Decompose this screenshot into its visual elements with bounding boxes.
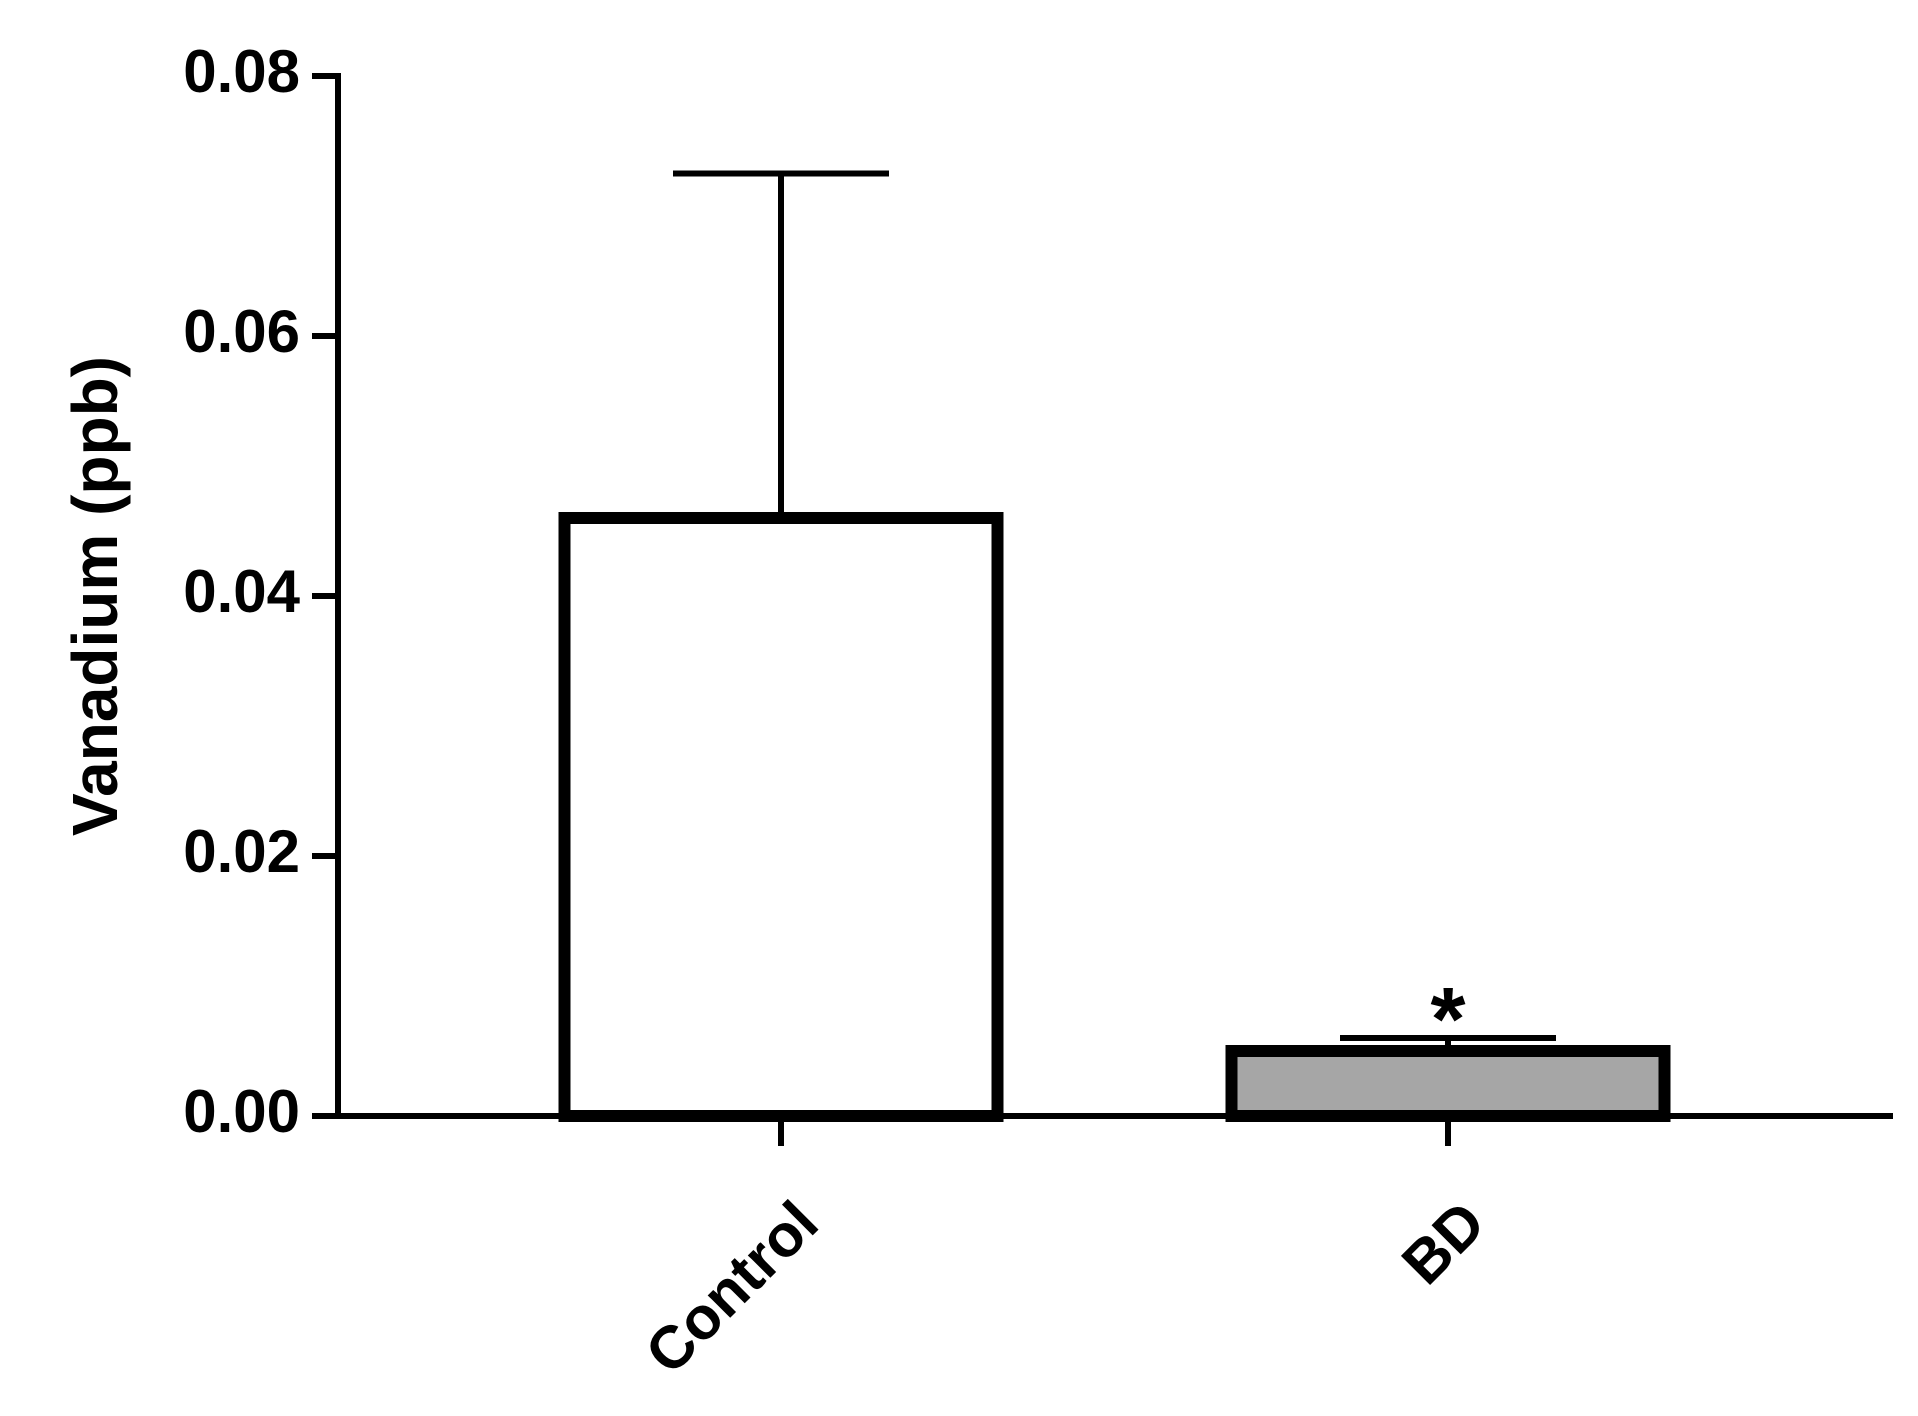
bar — [558, 512, 1004, 1122]
y-axis-label: Vanadium (ppb) — [59, 356, 131, 836]
y-tick-label: 0.02 — [183, 818, 300, 885]
x-tick-label: BD — [1389, 1188, 1498, 1297]
y-tick-label: 0.06 — [183, 298, 300, 365]
y-tick-label: 0.08 — [183, 38, 300, 105]
significance-marker: * — [1430, 970, 1465, 1070]
y-tick-label: 0.04 — [183, 558, 300, 625]
x-tick-label: Control — [633, 1188, 831, 1386]
y-tick-label: 0.00 — [183, 1078, 300, 1145]
